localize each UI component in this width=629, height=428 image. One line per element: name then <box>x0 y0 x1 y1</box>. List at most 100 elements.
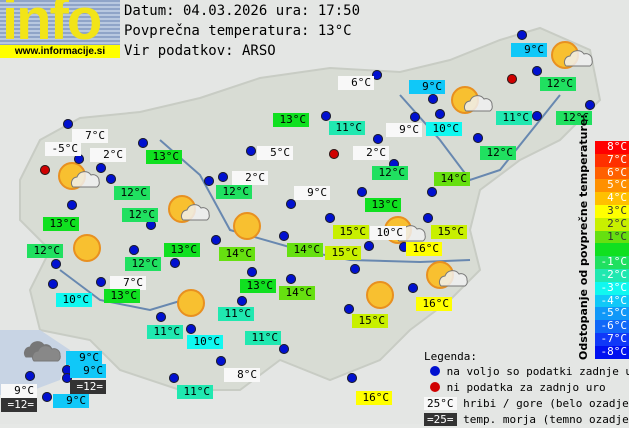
station-temperature-label: 7°C <box>72 129 108 143</box>
station-marker-available[interactable] <box>350 264 360 274</box>
station-marker-available[interactable] <box>146 220 156 230</box>
sun-cloud-icon <box>550 40 598 76</box>
station-marker-available[interactable] <box>204 176 214 186</box>
station-marker-available[interactable] <box>74 154 84 164</box>
station-marker-no-data[interactable] <box>507 74 517 84</box>
station-marker-available[interactable] <box>532 111 542 121</box>
station-marker-available[interactable] <box>51 259 61 269</box>
station-marker-available[interactable] <box>279 344 289 354</box>
station-marker-available[interactable] <box>473 133 483 143</box>
scale-title: Odstopanje od povprečne temperature: <box>577 114 590 360</box>
station-marker-available[interactable] <box>169 373 179 383</box>
station-marker-available[interactable] <box>408 283 418 293</box>
station-marker-available[interactable] <box>42 392 52 402</box>
station-marker-available[interactable] <box>218 172 228 182</box>
station-marker-available[interactable] <box>286 199 296 209</box>
station-marker-available[interactable] <box>48 279 58 289</box>
station-temperature-label: 15°C <box>333 225 369 239</box>
station-temperature-label: 8°C <box>224 368 260 382</box>
station-marker-available[interactable] <box>62 373 72 383</box>
scale-step: -1°C <box>595 255 629 269</box>
station-marker-available[interactable] <box>63 119 73 129</box>
scale-step: -5°C <box>595 307 629 321</box>
station-marker-available[interactable] <box>170 258 180 268</box>
station-marker-available[interactable] <box>410 112 420 122</box>
station-temperature-label: 9°C <box>409 80 445 94</box>
station-temperature-label: 11°C <box>177 385 213 399</box>
station-temperature-label: 12°C <box>122 208 158 222</box>
station-marker-no-data[interactable] <box>40 165 50 175</box>
station-marker-available[interactable] <box>106 174 116 184</box>
river <box>59 269 201 312</box>
station-marker-available[interactable] <box>211 235 221 245</box>
station-marker-available[interactable] <box>129 245 139 255</box>
station-marker-available[interactable] <box>96 163 106 173</box>
station-marker-available[interactable] <box>62 365 72 375</box>
station-marker-available[interactable] <box>357 187 367 197</box>
station-marker-available[interactable] <box>67 200 77 210</box>
station-marker-available[interactable] <box>428 94 438 104</box>
station-temperature-label: 7°C <box>110 276 146 290</box>
station-marker-available[interactable] <box>186 324 196 334</box>
station-temperature-label: 11°C <box>147 325 183 339</box>
station-temperature-label: 11°C <box>496 111 532 125</box>
station-temperature-label: 5°C <box>257 146 293 160</box>
station-marker-available[interactable] <box>532 66 542 76</box>
station-temperature-label: 16°C <box>356 391 392 405</box>
scale-step: -7°C <box>595 332 629 346</box>
station-temperature-label: 9°C <box>511 43 547 57</box>
station-temperature-label: 13°C <box>273 113 309 127</box>
station-marker-available[interactable] <box>138 138 148 148</box>
station-marker-available[interactable] <box>246 146 256 156</box>
sun-cloud-icon <box>450 85 498 121</box>
station-temperature-label: 13°C <box>240 279 276 293</box>
scale-step: -2°C <box>595 268 629 282</box>
logo-url[interactable]: www.informacije.si <box>0 45 120 58</box>
cloud-icon <box>22 337 70 373</box>
sun-cloud-icon <box>167 194 215 230</box>
station-temperature-label: 12°C <box>27 244 63 258</box>
scale-step: 5°C <box>595 179 629 193</box>
station-temperature-label: 10°C <box>187 335 223 349</box>
station-marker-available[interactable] <box>364 241 374 251</box>
station-marker-available[interactable] <box>423 213 433 223</box>
station-marker-available[interactable] <box>247 267 257 277</box>
station-marker-available[interactable] <box>279 231 289 241</box>
no-data-dot-icon <box>430 382 440 392</box>
station-marker-available[interactable] <box>517 30 527 40</box>
scale-step: -6°C <box>595 319 629 333</box>
station-marker-available[interactable] <box>372 70 382 80</box>
station-marker-available[interactable] <box>156 312 166 322</box>
sun-cloud-icon <box>425 260 473 296</box>
logo[interactable]: info www.informacije.si <box>0 0 120 58</box>
country-shape <box>19 26 602 391</box>
source-line: Vir podatkov: ARSO <box>124 43 276 59</box>
station-marker-available[interactable] <box>286 274 296 284</box>
station-temperature-label: 15°C <box>352 314 388 328</box>
station-marker-available[interactable] <box>325 213 335 223</box>
station-temperature-label: 10°C <box>426 122 462 136</box>
station-marker-available[interactable] <box>344 304 354 314</box>
station-marker-no-data[interactable] <box>329 149 339 159</box>
legend-available: na voljo so podatki zadnje ure <box>446 365 629 378</box>
station-marker-available[interactable] <box>96 277 106 287</box>
station-marker-available[interactable] <box>237 296 247 306</box>
station-marker-available[interactable] <box>399 242 409 252</box>
station-marker-available[interactable] <box>321 111 331 121</box>
scale-step: 8°C <box>595 140 629 154</box>
legend-mountain-sample: 25°C <box>424 397 457 410</box>
station-marker-available[interactable] <box>435 109 445 119</box>
station-temperature-label: 13°C <box>104 289 140 303</box>
station-marker-available[interactable] <box>347 373 357 383</box>
station-temperature-label: 9°C <box>70 364 106 378</box>
station-marker-available[interactable] <box>216 356 226 366</box>
station-marker-available[interactable] <box>373 134 383 144</box>
station-temperature-label: 15°C <box>325 246 361 260</box>
station-marker-available[interactable] <box>389 159 399 169</box>
station-marker-available[interactable] <box>585 100 595 110</box>
station-marker-available[interactable] <box>25 371 35 381</box>
sun-icon <box>365 280 413 316</box>
station-temperature-label: 9°C <box>294 186 330 200</box>
station-marker-available[interactable] <box>427 187 437 197</box>
